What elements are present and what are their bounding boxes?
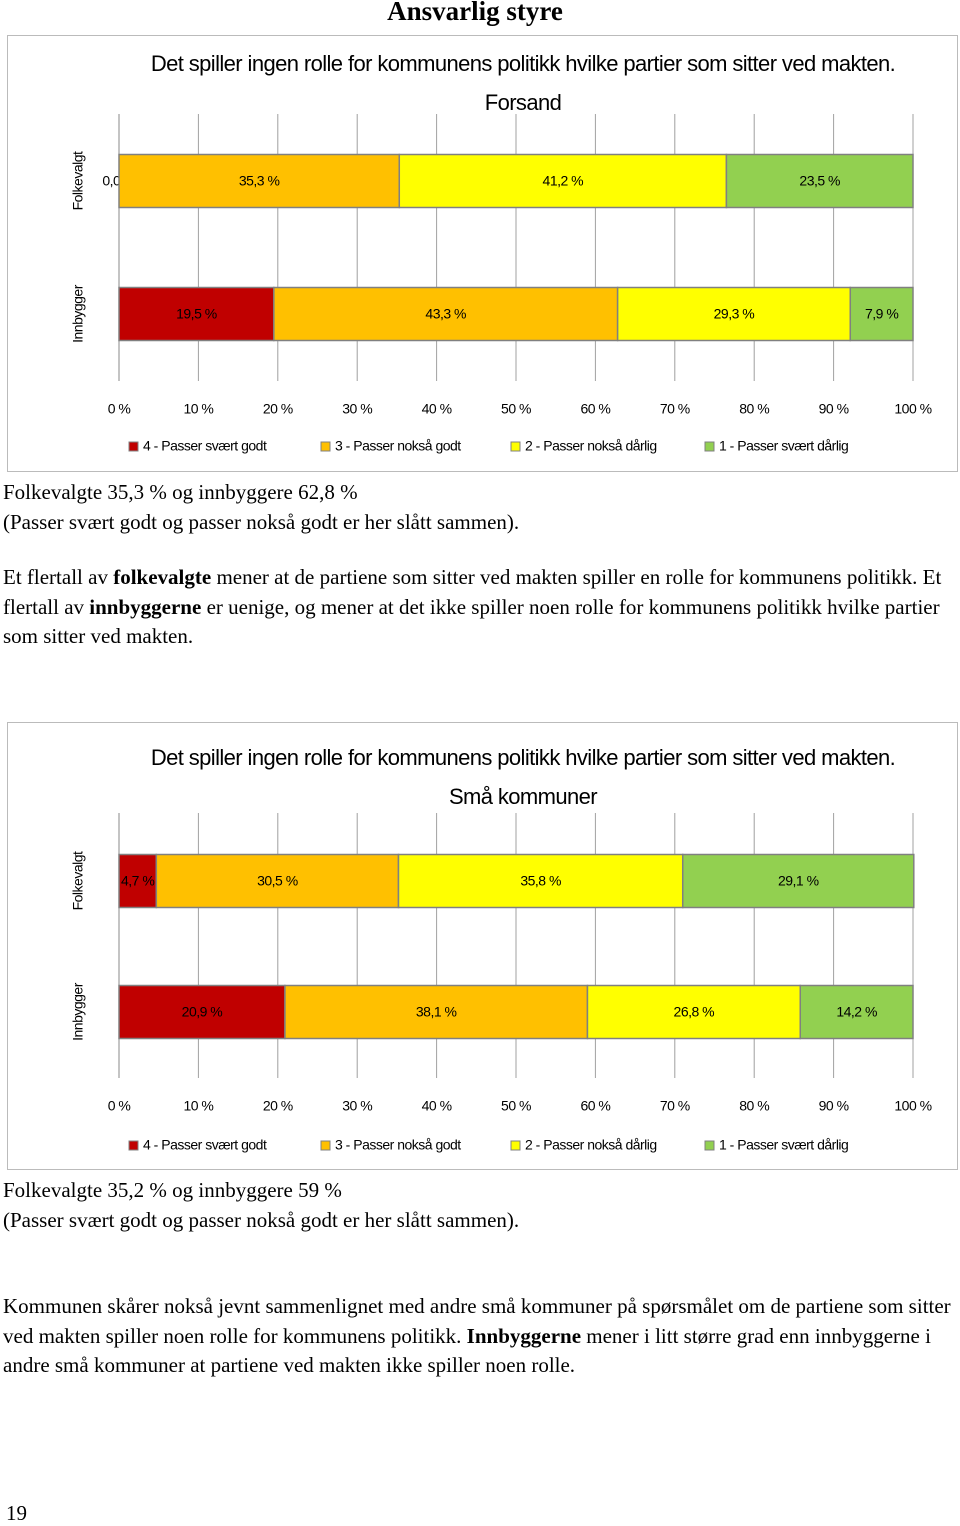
x-tick-label: 40 % bbox=[422, 1098, 452, 1114]
x-tick-label: 70 % bbox=[660, 1098, 690, 1114]
bold-text: innbyggerne bbox=[89, 594, 202, 619]
x-tick-label: 100 % bbox=[894, 1098, 931, 1114]
bar-segment bbox=[681, 853, 915, 909]
data-label: 20,9 % bbox=[182, 1004, 223, 1020]
legend-label: 1 - Passer svært dårlig bbox=[719, 1137, 848, 1153]
data-label: 4,7 % bbox=[121, 873, 154, 889]
legend-swatch bbox=[510, 441, 521, 452]
x-tick-label: 10 % bbox=[183, 401, 213, 417]
text-run: mener i litt større grad enn innbyggerne… bbox=[3, 1323, 931, 1378]
note-line: (Passer svært godt og passer nokså godt … bbox=[3, 509, 520, 534]
bar-segment bbox=[725, 153, 914, 209]
legend-swatch bbox=[704, 1140, 715, 1151]
data-label: 7,9 % bbox=[865, 306, 898, 322]
data-label: 26,8 % bbox=[674, 1004, 715, 1020]
bold-text: Innbyggerne bbox=[466, 1323, 582, 1348]
legend-label: 3 - Passer nokså godt bbox=[335, 1137, 461, 1153]
legend-swatch bbox=[128, 441, 139, 452]
data-label: 14,2 % bbox=[836, 1004, 877, 1020]
legend-label: 4 - Passer svært godt bbox=[143, 438, 267, 454]
chart: 0 % 10 % 20 % 30 % 40 % 50 % 60 % 70 % 80 % 90 % 1… bbox=[70, 114, 932, 454]
text-run: mener at de partiene som sitter ved makt… bbox=[3, 565, 942, 619]
x-tick-label: 70 % bbox=[660, 401, 690, 417]
bold-text: folkevalgte bbox=[113, 565, 212, 589]
legend-label: 4 - Passer svært godt bbox=[143, 1137, 267, 1153]
x-tick-label: 30 % bbox=[342, 401, 372, 417]
chart-box: Det spiller ingen rolle for kommunens po… bbox=[7, 35, 958, 472]
data-label: 41,2 % bbox=[543, 173, 584, 189]
x-tick-label: 20 % bbox=[263, 1098, 293, 1114]
x-tick-label: 60 % bbox=[580, 1098, 610, 1114]
bar-segment bbox=[398, 153, 728, 209]
paragraph: Et flertall av folkevalgte mener at de p… bbox=[3, 563, 958, 652]
chart-box: Det spiller ingen rolle for kommunens po… bbox=[7, 722, 958, 1170]
bar-segment bbox=[155, 853, 400, 909]
page-number: 19 bbox=[6, 1501, 27, 1525]
x-tick-label: 10 % bbox=[183, 1098, 213, 1114]
text-run: Kommunen skårer nokså jevnt sammenlignet… bbox=[3, 1294, 951, 1348]
note: Folkevalgte 35,3 % og innbyggere 62,8 % (… bbox=[3, 478, 958, 537]
legend-label: 3 - Passer nokså godt bbox=[335, 438, 461, 454]
legend-swatch bbox=[704, 441, 715, 452]
x-tick-label: 0 % bbox=[108, 401, 131, 417]
bar-segment bbox=[799, 984, 914, 1040]
legend-swatch bbox=[320, 1140, 331, 1151]
note-line: Folkevalgte 35,3 % og innbyggere 62,8 % bbox=[3, 480, 358, 504]
legend-label: 1 - Passer svært dårlig bbox=[719, 438, 848, 454]
x-tick-label: 90 % bbox=[819, 1098, 849, 1114]
data-label: 19,5 % bbox=[176, 306, 217, 322]
chart-title: Det spiller ingen rolle for kommunens po… bbox=[150, 51, 896, 115]
x-tick-label: 40 % bbox=[422, 401, 452, 417]
bar-segment bbox=[118, 984, 286, 1040]
category-label: Folkevalgt bbox=[70, 851, 86, 910]
x-tick-label: 0 % bbox=[108, 1098, 131, 1114]
bar-segment bbox=[397, 853, 684, 909]
chart: 0 % 10 % 20 % 30 % 40 % 50 % 60 % 70 % 80 % 90 % 1… bbox=[70, 813, 932, 1153]
category-label: Folkevalgt bbox=[70, 151, 86, 210]
data-label: 30,5 % bbox=[257, 873, 298, 889]
bar-segment bbox=[849, 286, 914, 342]
x-tick-label: 100 % bbox=[894, 401, 931, 417]
x-tick-label: 60 % bbox=[580, 401, 610, 417]
category-label: Innbygger bbox=[70, 982, 86, 1041]
data-label: 35,3 % bbox=[239, 173, 280, 189]
text-run: er uenige, og mener at det ikke spiller … bbox=[3, 594, 940, 649]
page-title: Ansvarlig styre bbox=[387, 0, 563, 26]
paragraph: Kommunen skårer nokså jevnt sammenlignet… bbox=[3, 1292, 958, 1381]
note-line: Folkevalgte 35,2 % og innbyggere 59 % bbox=[3, 1178, 342, 1202]
x-tick-label: 20 % bbox=[263, 401, 293, 417]
note: Folkevalgte 35,2 % og innbyggere 59 % (Pa… bbox=[3, 1176, 958, 1235]
x-tick-label: 50 % bbox=[501, 1098, 531, 1114]
data-label: 43,3 % bbox=[425, 306, 466, 322]
x-tick-label: 30 % bbox=[342, 1098, 372, 1114]
note-line: (Passer svært godt og passer nokså godt … bbox=[3, 1207, 520, 1232]
x-tick-label: 80 % bbox=[739, 401, 769, 417]
data-label: 38,1 % bbox=[416, 1004, 457, 1020]
data-label: 29,3 % bbox=[714, 306, 755, 322]
text-run: Et flertall av bbox=[3, 565, 114, 589]
data-label: 23,5 % bbox=[799, 173, 840, 189]
x-tick-label: 80 % bbox=[739, 1098, 769, 1114]
legend-label: 2 - Passer nokså dårlig bbox=[525, 438, 657, 454]
legend-swatch bbox=[510, 1140, 521, 1151]
legend-swatch bbox=[320, 441, 331, 452]
chart-title: Det spiller ingen rolle for kommunens po… bbox=[150, 745, 896, 809]
bar-segment bbox=[273, 286, 619, 342]
category-label: Innbygger bbox=[70, 284, 86, 343]
bar-segment bbox=[284, 984, 589, 1040]
legend-swatch bbox=[128, 1140, 139, 1151]
bar-segment bbox=[118, 286, 275, 342]
data-label: 29,1 % bbox=[778, 873, 819, 889]
data-label: 35,8 % bbox=[520, 873, 561, 889]
x-tick-label: 50 % bbox=[501, 401, 531, 417]
legend-label: 2 - Passer nokså dårlig bbox=[525, 1137, 657, 1153]
x-tick-label: 90 % bbox=[819, 401, 849, 417]
